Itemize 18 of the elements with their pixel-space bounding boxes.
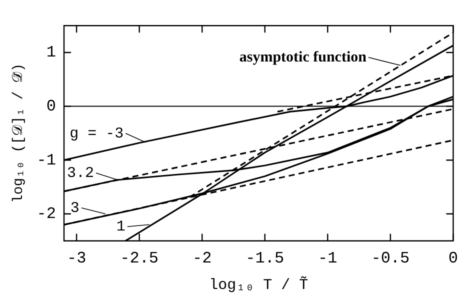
x-tick-label: 0 xyxy=(448,250,458,268)
annotation: 3.2 xyxy=(66,164,94,182)
annotation: asymptotic function xyxy=(239,49,368,66)
y-tick-label: -2 xyxy=(36,205,56,224)
y-tick-label: 0 xyxy=(46,98,56,116)
x-tick-label: -1 xyxy=(318,250,338,268)
y-tick-label: 1 xyxy=(46,44,56,62)
y-axis-title: log₁₀ ([𝒟]₁ / 𝒟̃) xyxy=(11,63,28,204)
y-tick-label: -1 xyxy=(36,151,56,170)
annotation: 1 xyxy=(116,218,126,236)
x-axis-title: log₁₀ T / T̃ xyxy=(209,276,308,294)
x-tick-label: -2.5 xyxy=(120,250,159,268)
x-tick-label: -0.5 xyxy=(371,250,410,268)
annotation: 3 xyxy=(70,200,80,217)
x-tick-label: -3 xyxy=(66,250,86,268)
annotation: g = -3 xyxy=(70,125,124,142)
x-tick-label: -2 xyxy=(192,250,212,268)
x-tick-label: -1.5 xyxy=(246,250,284,268)
